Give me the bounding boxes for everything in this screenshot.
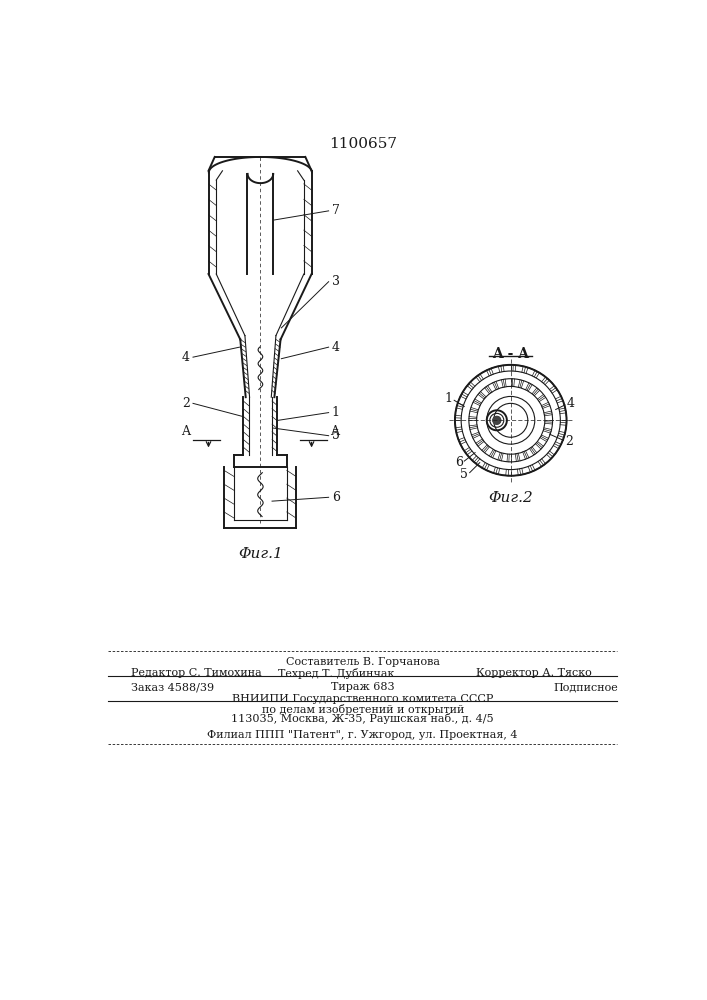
Text: по делам изобретений и открытий: по делам изобретений и открытий (262, 704, 464, 715)
Text: 4: 4 (332, 341, 340, 354)
Text: Заказ 4588/39: Заказ 4588/39 (131, 682, 214, 692)
Text: Тираж 683: Тираж 683 (331, 682, 395, 692)
Text: 113035, Москва, Ж-35, Раушская наб., д. 4/5: 113035, Москва, Ж-35, Раушская наб., д. … (231, 713, 494, 724)
Text: Подписное: Подписное (554, 682, 618, 692)
Text: A: A (181, 425, 190, 438)
Text: ВНИИПИ Государственного комитета СССР: ВНИИПИ Государственного комитета СССР (232, 694, 493, 704)
Text: Техред Т. Дубинчак: Техред Т. Дубинчак (278, 668, 395, 679)
Text: 2: 2 (565, 435, 573, 448)
Text: A: A (330, 425, 339, 438)
Text: 1: 1 (332, 406, 340, 419)
Text: 4: 4 (182, 351, 190, 364)
Text: 6: 6 (332, 491, 340, 504)
Text: 6: 6 (455, 456, 462, 469)
Text: Филиал ППП "Патент", г. Ужгород, ул. Проектная, 4: Филиал ППП "Патент", г. Ужгород, ул. Про… (207, 730, 518, 740)
Text: 7: 7 (332, 204, 339, 217)
Text: Составитель В. Горчанова: Составитель В. Горчанова (286, 657, 440, 667)
Text: 3: 3 (332, 275, 340, 288)
Text: A - A: A - A (492, 347, 530, 361)
Text: 2: 2 (182, 397, 190, 410)
Text: 5: 5 (460, 468, 468, 481)
Text: Корректор А. Тяско: Корректор А. Тяско (477, 668, 592, 678)
Text: 5: 5 (332, 429, 339, 442)
Text: Φиг.2: Φиг.2 (489, 491, 533, 505)
Circle shape (493, 416, 501, 424)
Text: Φиг.1: Φиг.1 (238, 547, 283, 561)
Text: 1: 1 (445, 392, 452, 405)
Text: 1100657: 1100657 (329, 137, 397, 151)
Text: Редактор С. Тимохина: Редактор С. Тимохина (131, 668, 262, 678)
Text: 4: 4 (566, 397, 575, 410)
